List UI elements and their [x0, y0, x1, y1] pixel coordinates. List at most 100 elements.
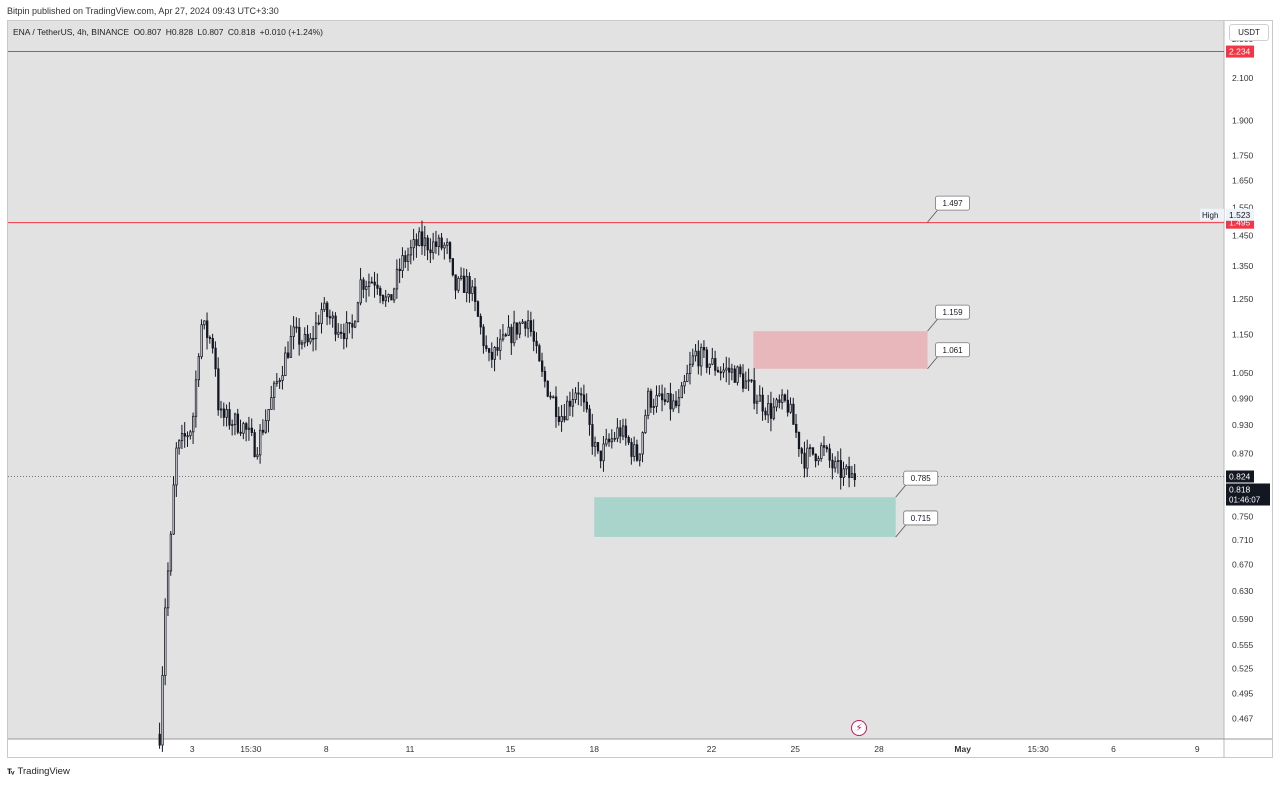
candle[interactable]	[666, 393, 669, 403]
candle[interactable]	[362, 277, 365, 299]
candle[interactable]	[353, 320, 357, 329]
tradingview-branding[interactable]: ᴛᵥ TradingView	[7, 766, 70, 777]
candle[interactable]	[379, 285, 382, 304]
candle[interactable]	[326, 301, 329, 326]
candle[interactable]	[822, 436, 826, 457]
candle[interactable]	[493, 346, 496, 372]
candle[interactable]	[429, 238, 432, 264]
candle[interactable]	[423, 225, 427, 256]
candle[interactable]	[624, 418, 628, 446]
candle[interactable]	[468, 272, 471, 303]
candle[interactable]	[412, 228, 415, 261]
candle[interactable]	[543, 366, 547, 388]
price-callout[interactable]: 0.715	[895, 510, 939, 538]
candle[interactable]	[236, 408, 240, 435]
candle[interactable]	[853, 464, 856, 487]
candle[interactable]	[691, 348, 695, 368]
candle[interactable]	[694, 343, 697, 362]
candle[interactable]	[273, 380, 276, 411]
candle[interactable]	[373, 271, 376, 298]
candle[interactable]	[253, 429, 256, 458]
candle[interactable]	[247, 416, 251, 441]
candle[interactable]	[348, 322, 351, 334]
candle[interactable]	[323, 297, 326, 313]
candle[interactable]	[571, 388, 575, 417]
candle[interactable]	[711, 347, 714, 366]
candle[interactable]	[451, 258, 454, 277]
candle[interactable]	[599, 450, 602, 469]
candle[interactable]	[596, 441, 600, 454]
candle[interactable]	[828, 443, 831, 468]
candle[interactable]	[781, 389, 784, 410]
candle[interactable]	[387, 293, 390, 303]
candle[interactable]	[619, 420, 622, 444]
candle[interactable]	[250, 418, 254, 437]
candle[interactable]	[820, 442, 823, 462]
candle[interactable]	[292, 316, 295, 350]
candle[interactable]	[848, 456, 851, 488]
candle[interactable]	[420, 220, 424, 255]
candle[interactable]	[608, 433, 611, 447]
candle[interactable]	[158, 722, 161, 749]
candle[interactable]	[404, 250, 407, 269]
candle[interactable]	[278, 377, 281, 389]
candle[interactable]	[485, 335, 488, 352]
candle[interactable]	[398, 258, 401, 284]
candle[interactable]	[231, 419, 234, 436]
candle[interactable]	[340, 323, 343, 339]
candle[interactable]	[621, 418, 625, 441]
candle[interactable]	[359, 267, 362, 306]
candle[interactable]	[554, 386, 558, 428]
candle[interactable]	[189, 429, 192, 440]
candle[interactable]	[538, 343, 541, 362]
candle[interactable]	[825, 444, 829, 453]
candle[interactable]	[295, 317, 298, 333]
candle[interactable]	[233, 412, 237, 436]
candle[interactable]	[638, 453, 642, 467]
candle[interactable]	[518, 321, 521, 339]
candle[interactable]	[688, 351, 692, 385]
candle[interactable]	[686, 364, 689, 383]
candle[interactable]	[552, 395, 555, 399]
candle[interactable]	[200, 319, 203, 360]
candle[interactable]	[457, 276, 460, 293]
lightning-icon[interactable]: ⚡	[851, 720, 867, 736]
candle[interactable]	[652, 398, 655, 415]
candle[interactable]	[605, 428, 608, 447]
candle[interactable]	[264, 409, 267, 434]
candle[interactable]	[649, 388, 653, 413]
candle[interactable]	[839, 448, 843, 490]
candle[interactable]	[594, 436, 597, 457]
candle[interactable]	[574, 387, 577, 404]
candle[interactable]	[242, 421, 245, 440]
candle[interactable]	[750, 379, 753, 383]
candle[interactable]	[300, 339, 304, 350]
candle[interactable]	[725, 356, 728, 383]
candle[interactable]	[510, 323, 513, 355]
candle[interactable]	[814, 453, 817, 468]
candle[interactable]	[314, 311, 318, 351]
price-callout[interactable]: 1.159	[927, 304, 970, 332]
candle[interactable]	[169, 531, 173, 576]
candle[interactable]	[175, 442, 178, 497]
candle[interactable]	[705, 346, 709, 374]
candle[interactable]	[211, 333, 214, 354]
candle[interactable]	[669, 382, 672, 421]
candle[interactable]	[298, 318, 301, 356]
currency-button[interactable]: USDT	[1229, 24, 1269, 41]
candle[interactable]	[836, 451, 840, 474]
candle[interactable]	[482, 324, 485, 354]
candle[interactable]	[309, 332, 312, 345]
price-callout[interactable]: 1.497	[927, 195, 970, 223]
candle[interactable]	[644, 409, 647, 434]
candle[interactable]	[719, 366, 722, 381]
supply-zone[interactable]	[753, 331, 928, 369]
candle[interactable]	[580, 387, 583, 407]
candle[interactable]	[767, 394, 770, 424]
candle[interactable]	[261, 419, 265, 436]
candle[interactable]	[401, 247, 404, 278]
candle[interactable]	[390, 294, 393, 301]
candle[interactable]	[560, 404, 563, 432]
candle[interactable]	[479, 313, 482, 335]
